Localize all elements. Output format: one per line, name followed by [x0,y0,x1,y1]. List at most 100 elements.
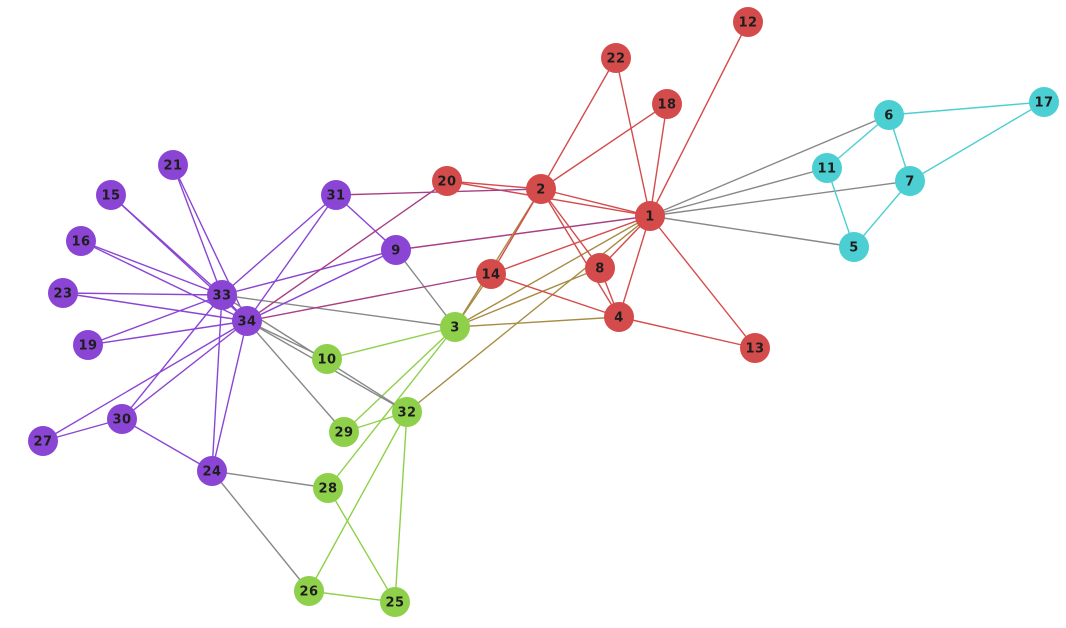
edge-7-17 [909,101,1045,182]
node-11[interactable]: 11 [812,153,842,183]
node-12[interactable]: 12 [733,7,763,37]
node-31[interactable]: 31 [321,180,351,210]
node-circle[interactable] [207,280,237,310]
node-27[interactable]: 27 [28,426,58,456]
node-circle[interactable] [232,306,262,336]
node-label: 9 [391,244,401,259]
node-label: 19 [78,339,97,354]
node-3[interactable]: 3 [440,312,470,342]
node-circle[interactable] [197,456,227,486]
node-circle[interactable] [1029,87,1059,117]
node-22[interactable]: 22 [601,43,631,73]
node-circle[interactable] [329,417,359,447]
node-4[interactable]: 4 [604,302,634,332]
node-34[interactable]: 34 [232,306,262,336]
edge-2-20 [446,180,542,190]
node-2[interactable]: 2 [526,174,556,204]
node-1[interactable]: 1 [635,201,665,231]
node-7[interactable]: 7 [895,166,925,196]
node-26[interactable]: 26 [294,576,324,606]
node-circle[interactable] [313,473,343,503]
edge-24-28 [211,470,329,489]
edge-3-29 [343,326,456,433]
node-29[interactable]: 29 [329,417,359,447]
node-label: 24 [202,465,221,480]
node-circle[interactable] [812,153,842,183]
node-circle[interactable] [66,226,96,256]
node-label: 4 [614,311,624,326]
node-circle[interactable] [733,7,763,37]
node-label: 6 [884,109,894,124]
node-19[interactable]: 19 [73,330,103,360]
node-24[interactable]: 24 [197,456,227,486]
node-9[interactable]: 9 [381,235,411,265]
node-16[interactable]: 16 [66,226,96,256]
node-17[interactable]: 17 [1029,87,1059,117]
node-circle[interactable] [895,166,925,196]
node-circle[interactable] [652,89,682,119]
node-32[interactable]: 32 [392,397,422,427]
node-circle[interactable] [604,302,634,332]
node-circle[interactable] [312,344,342,374]
node-circle[interactable] [476,259,506,289]
node-circle[interactable] [381,235,411,265]
node-label: 28 [318,482,337,497]
node-circle[interactable] [73,330,103,360]
node-circle[interactable] [740,333,770,363]
node-10[interactable]: 10 [312,344,342,374]
node-circle[interactable] [392,397,422,427]
node-label: 8 [595,262,605,277]
node-8[interactable]: 8 [585,253,615,283]
edge-3-28 [327,326,456,489]
edge-31-34 [246,194,337,322]
node-28[interactable]: 28 [313,473,343,503]
edge-1-3 [454,215,651,328]
edge-9-33 [221,249,397,296]
node-5[interactable]: 5 [839,232,869,262]
edge-26-32 [308,411,408,592]
node-13[interactable]: 13 [740,333,770,363]
node-33[interactable]: 33 [207,280,237,310]
node-label: 12 [738,16,757,31]
node-14[interactable]: 14 [476,259,506,289]
nodes-layer: 1234567891011121314151617181920212223242… [28,7,1059,617]
node-circle[interactable] [635,201,665,231]
node-circle[interactable] [839,232,869,262]
node-25[interactable]: 25 [380,587,410,617]
node-21[interactable]: 21 [158,150,188,180]
edge-2-8 [540,188,601,269]
node-20[interactable]: 20 [432,166,462,196]
node-label: 17 [1034,96,1053,111]
edge-9-34 [246,249,397,322]
edge-4-13 [618,316,756,349]
node-circle[interactable] [526,174,556,204]
edge-1-13 [649,215,756,349]
node-circle[interactable] [432,166,462,196]
node-15[interactable]: 15 [96,180,126,210]
node-circle[interactable] [96,180,126,210]
node-label: 26 [299,585,318,600]
node-30[interactable]: 30 [107,404,137,434]
node-circle[interactable] [48,278,78,308]
node-circle[interactable] [601,43,631,73]
node-label: 27 [33,435,52,450]
node-6[interactable]: 6 [874,100,904,130]
node-label: 10 [317,353,336,368]
node-circle[interactable] [440,312,470,342]
node-circle[interactable] [107,404,137,434]
node-circle[interactable] [874,100,904,130]
node-circle[interactable] [158,150,188,180]
edge-1-22 [615,57,651,217]
node-circle[interactable] [585,253,615,283]
edge-1-6 [649,114,890,217]
node-circle[interactable] [380,587,410,617]
node-circle[interactable] [28,426,58,456]
node-circle[interactable] [321,180,351,210]
edge-21-33 [172,164,223,296]
node-circle[interactable] [294,576,324,606]
edge-1-2 [540,188,651,217]
node-label: 15 [101,189,120,204]
node-23[interactable]: 23 [48,278,78,308]
node-18[interactable]: 18 [652,89,682,119]
node-label: 7 [905,175,915,190]
